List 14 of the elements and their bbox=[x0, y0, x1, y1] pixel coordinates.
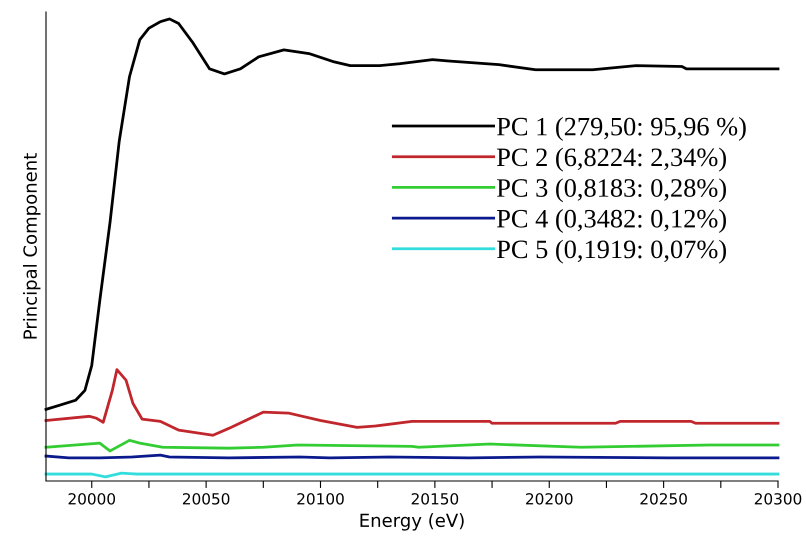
y-axis-title: Principal Component bbox=[22, 153, 40, 338]
x-axis-title: Energy (eV) bbox=[360, 513, 464, 531]
x-tick-label: 20100 bbox=[297, 493, 344, 505]
legend-label: PC 2 (6,8224: 2,34%) bbox=[497, 148, 726, 172]
x-tick-label: 20050 bbox=[182, 493, 230, 505]
x-tick-label: 20000 bbox=[68, 493, 116, 505]
legend-label: PC 4 (0,3482: 0,12%) bbox=[497, 209, 726, 233]
legend-label: PC 1 (279,50: 95,96 %) bbox=[497, 116, 746, 141]
x-tick-label: 20300 bbox=[754, 493, 802, 505]
legend-label: PC 3 (0,8183: 0,28%) bbox=[497, 178, 726, 202]
x-tick-label: 20200 bbox=[526, 493, 573, 505]
x-tick-label: 20150 bbox=[412, 493, 458, 505]
x-tick-label: 20250 bbox=[640, 493, 687, 505]
legend-label: PC 5 (0,1919: 0,07%) bbox=[497, 240, 726, 264]
